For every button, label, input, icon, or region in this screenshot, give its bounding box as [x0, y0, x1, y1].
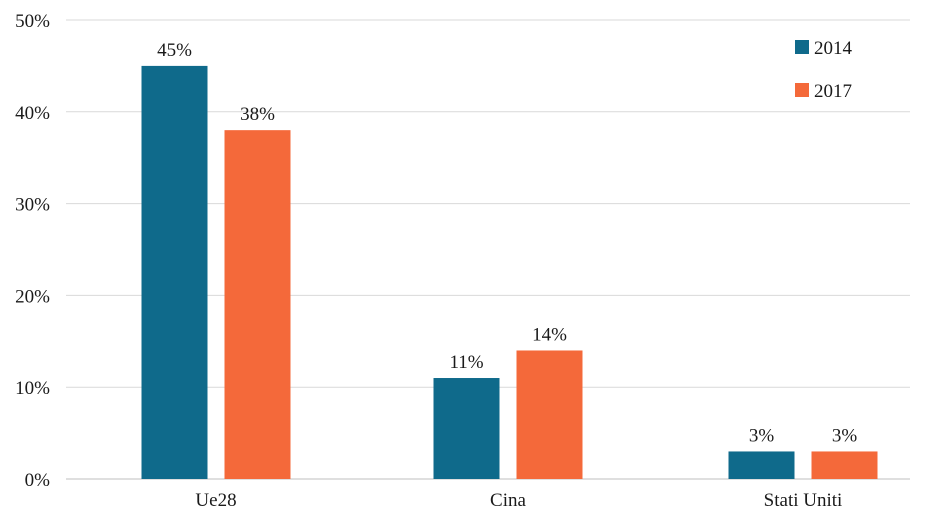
y-tick-label: 40%: [15, 103, 50, 124]
data-label-ue28-2014: 45%: [157, 40, 192, 61]
category-label-stati-uniti: Stati Uniti: [764, 490, 843, 511]
bars: [141, 65, 878, 480]
legend-swatch-2014: [795, 40, 809, 54]
bar-ue28-2014: [141, 65, 208, 480]
legend-label-2014: 2014: [814, 38, 853, 59]
data-label-cina-2017: 14%: [532, 324, 567, 345]
y-tick-label: 30%: [15, 195, 50, 216]
bar-cina-2014: [433, 378, 500, 479]
y-tick-label: 10%: [15, 378, 50, 399]
legend-label-2017: 2017: [814, 81, 852, 102]
category-label-cina: Cina: [490, 490, 526, 511]
bar-cina-2017: [516, 350, 583, 479]
y-axis-tick-labels: 0% 10% 20% 30% 40% 50%: [15, 11, 50, 491]
legend: 2014 2017: [795, 38, 853, 102]
category-label-ue28: Ue28: [195, 490, 236, 511]
y-tick-label: 0%: [25, 470, 51, 491]
bar-stati-uniti-2017: [811, 451, 878, 479]
bar-ue28-2017: [224, 130, 291, 479]
data-label-cina-2014: 11%: [449, 352, 483, 373]
data-label-stati-uniti-2017: 3%: [832, 425, 858, 446]
x-axis-category-labels: Ue28 Cina Stati Uniti: [195, 490, 842, 511]
data-label-stati-uniti-2014: 3%: [749, 425, 775, 446]
y-tick-label: 50%: [15, 11, 50, 32]
y-tick-label: 20%: [15, 286, 50, 307]
bar-stati-uniti-2014: [728, 451, 795, 479]
data-labels: 45% 38% 11% 14% 3% 3%: [157, 40, 857, 447]
legend-swatch-2017: [795, 83, 809, 97]
data-label-ue28-2017: 38%: [240, 104, 275, 125]
